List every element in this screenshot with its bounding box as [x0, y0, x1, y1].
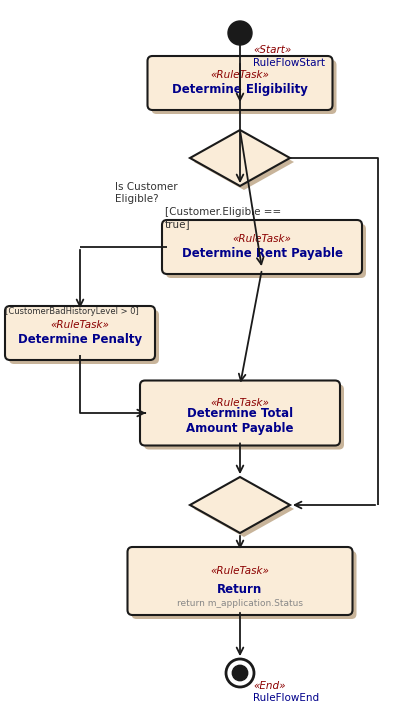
- Text: «RuleTask»: «RuleTask»: [211, 70, 269, 80]
- FancyBboxPatch shape: [140, 380, 340, 445]
- Polygon shape: [194, 134, 294, 190]
- Text: Return: Return: [217, 583, 263, 596]
- Text: RuleFlowEnd: RuleFlowEnd: [253, 693, 319, 703]
- Text: «RuleTask»: «RuleTask»: [51, 320, 109, 330]
- Text: [CustomerBadHistoryLevel > 0]: [CustomerBadHistoryLevel > 0]: [5, 307, 139, 315]
- Text: «Start»: «Start»: [253, 45, 291, 55]
- Text: «RuleTask»: «RuleTask»: [211, 565, 269, 576]
- Circle shape: [228, 21, 252, 45]
- Text: Determine Penalty: Determine Penalty: [18, 333, 142, 346]
- Circle shape: [232, 665, 248, 680]
- FancyBboxPatch shape: [162, 220, 362, 274]
- FancyBboxPatch shape: [152, 60, 336, 114]
- Text: «RuleTask»: «RuleTask»: [233, 234, 291, 244]
- Text: Determine Total
Amount Payable: Determine Total Amount Payable: [186, 407, 294, 435]
- Polygon shape: [194, 481, 294, 537]
- FancyBboxPatch shape: [5, 306, 155, 360]
- FancyBboxPatch shape: [144, 385, 344, 450]
- Text: «RuleTask»: «RuleTask»: [211, 398, 269, 408]
- Text: Determine Eligibility: Determine Eligibility: [172, 83, 308, 96]
- Text: Is Customer
Eligible?: Is Customer Eligible?: [115, 182, 178, 204]
- FancyBboxPatch shape: [148, 56, 332, 110]
- Circle shape: [226, 659, 254, 687]
- Polygon shape: [190, 477, 290, 533]
- Text: RuleFlowStart: RuleFlowStart: [253, 58, 325, 68]
- FancyBboxPatch shape: [166, 224, 366, 278]
- Polygon shape: [190, 130, 290, 186]
- Text: return m_application.Status: return m_application.Status: [177, 599, 303, 607]
- FancyBboxPatch shape: [132, 551, 356, 619]
- Text: [Customer.Eligible ==
true]: [Customer.Eligible == true]: [165, 208, 281, 228]
- FancyBboxPatch shape: [9, 310, 159, 364]
- FancyBboxPatch shape: [128, 547, 352, 615]
- Text: Determine Rent Payable: Determine Rent Payable: [182, 247, 342, 260]
- Text: «End»: «End»: [253, 681, 286, 691]
